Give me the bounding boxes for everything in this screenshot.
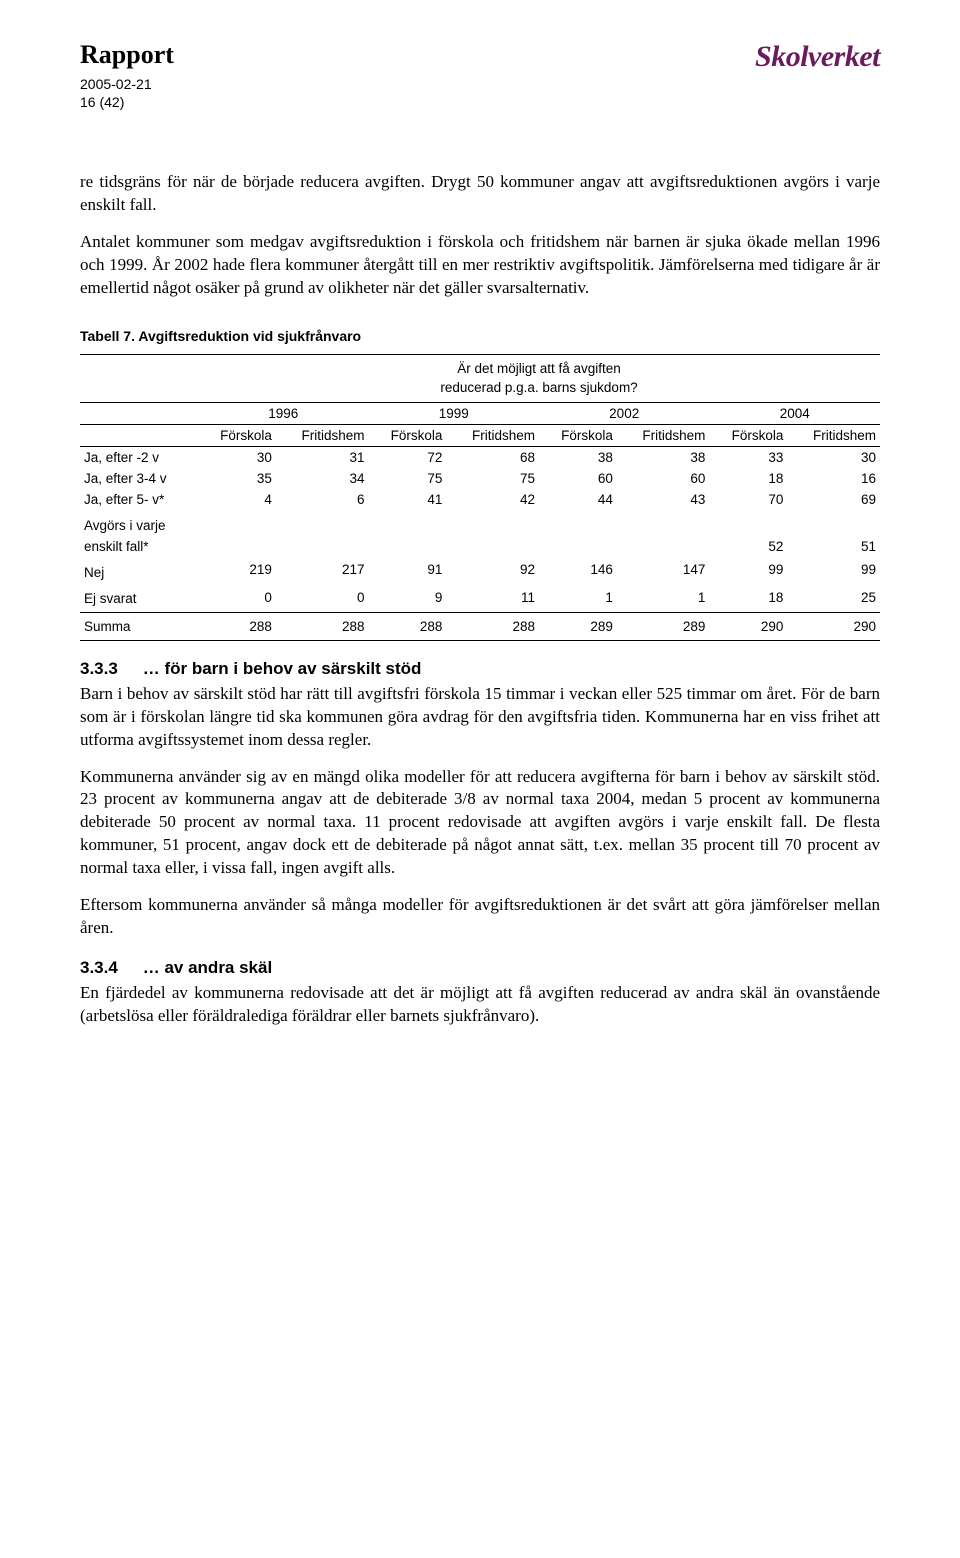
table-col-1: Fritidshem [276,424,369,446]
table-caption: Tabell 7. Avgiftsreduktion vid sjukfrånv… [80,328,880,344]
paragraph-1: re tidsgräns för när de började reducera… [80,171,880,217]
report-title: Rapport [80,40,174,70]
table-col-6: Förskola [709,424,787,446]
section-heading-334: 3.3.4 … av andra skäl [80,958,880,978]
section-title: … av andra skäl [143,958,272,977]
section-heading-333: 3.3.3 … för barn i behov av särskilt stö… [80,659,880,679]
table-col-0: Förskola [198,424,276,446]
table-row: Nej 219 217 91 92 146 147 99 99 [80,557,880,583]
table-row: enskilt fall* 52 51 [80,536,880,557]
paragraph: En fjärdedel av kommunerna redovisade at… [80,982,880,1028]
page-header: Rapport 2005-02-21 16 (42) Skolverket [80,40,880,111]
data-table: Är det möjligt att få avgiften reducerad… [80,354,880,641]
row-label-nej: Nej [80,557,198,583]
table-col-7: Fritidshem [787,424,880,446]
body-text-block-334: En fjärdedel av kommunerna redovisade at… [80,982,880,1028]
table-col-5: Fritidshem [617,424,710,446]
table-row-summa: Summa 288 288 288 288 289 289 290 290 [80,612,880,640]
table-row: Ja, efter -2 v 30 31 72 68 38 38 33 30 [80,446,880,468]
row-label: Ja, efter 5- v* [80,489,198,510]
table-col-2: Förskola [369,424,447,446]
header-left: Rapport 2005-02-21 16 (42) [80,40,174,111]
row-label-ej: Ej svarat [80,583,198,613]
section-number: 3.3.3 [80,659,138,679]
paragraph-2: Antalet kommuner som medgav avgiftsreduk… [80,231,880,300]
table-year-2: 2002 [539,402,709,424]
paragraph: Barn i behov av särskilt stöd har rätt t… [80,683,880,752]
table-row: Ja, efter 5- v* 4 6 41 42 44 43 70 69 [80,489,880,510]
table-row: Ja, efter 3-4 v 35 34 75 75 60 60 18 16 [80,468,880,489]
page-container: Rapport 2005-02-21 16 (42) Skolverket re… [0,0,960,1102]
section-title: … för barn i behov av särskilt stöd [143,659,422,678]
body-text-block-333: Barn i behov av särskilt stöd har rätt t… [80,683,880,940]
row-label-summa: Summa [80,612,198,640]
table-year-0: 1996 [198,402,368,424]
table-year-1: 1999 [369,402,539,424]
row-label-avgors-1: Avgörs i varje [80,510,198,536]
table-row: Ej svarat 0 0 9 11 1 1 18 25 [80,583,880,613]
paragraph: Eftersom kommunerna använder så många mo… [80,894,880,940]
table-col-3: Fritidshem [446,424,539,446]
table-subcaption-line1: Är det möjligt att få avgiften [202,361,876,376]
row-label-avgors-2: enskilt fall* [80,536,198,557]
table-year-3: 2004 [709,402,880,424]
body-text-block-1: re tidsgräns för när de började reducera… [80,171,880,300]
row-label: Ja, efter -2 v [80,446,198,468]
report-date: 2005-02-21 [80,76,174,94]
paragraph: Kommunerna använder sig av en mängd olik… [80,766,880,881]
skolverket-logo: Skolverket [755,40,880,74]
row-label: Ja, efter 3-4 v [80,468,198,489]
table-row: Avgörs i varje [80,510,880,536]
section-number: 3.3.4 [80,958,138,978]
table-col-4: Förskola [539,424,617,446]
report-page-number: 16 (42) [80,94,174,112]
table-subcaption-line2: reducerad p.g.a. barns sjukdom? [202,380,876,395]
